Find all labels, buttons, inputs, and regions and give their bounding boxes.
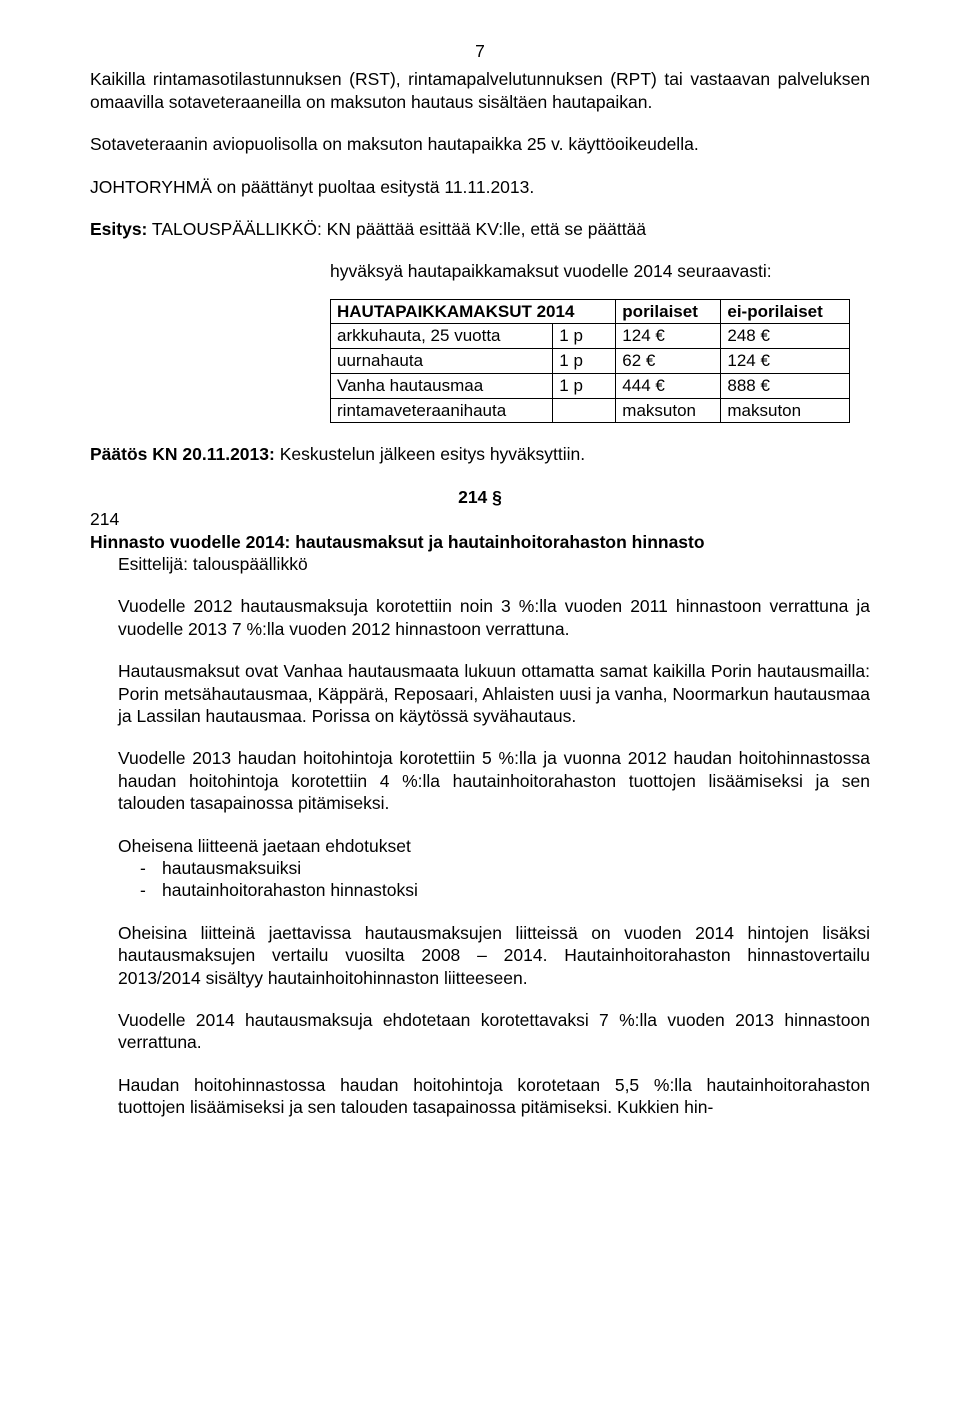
paragraph-3: JOHTORYHMÄ on päättänyt puoltaa esitystä…: [90, 176, 870, 198]
table-row: Vanha hautausmaa 1 p 444 € 888 €: [331, 373, 850, 398]
body-paragraph-1: Vuodelle 2012 hautausmaksuja korotettiin…: [118, 595, 870, 640]
body-paragraph-5: Oheisina liitteinä jaettavissa hautausma…: [118, 922, 870, 989]
document-page: 7 Kaikilla rintamasotilastunnuksen (RST)…: [0, 0, 960, 1409]
list-item: hautausmaksuiksi: [162, 857, 870, 879]
paragraph-1: Kaikilla rintamasotilastunnuksen (RST), …: [90, 68, 870, 113]
cell-unit: 1 p: [553, 349, 616, 374]
attachment-list: hautausmaksuiksi hautainhoitorahaston hi…: [118, 857, 870, 902]
cell-ei-porilaiset: maksuton: [721, 398, 850, 423]
list-item: hautainhoitorahaston hinnastoksi: [162, 879, 870, 901]
body-paragraph-6: Vuodelle 2014 hautausmaksuja ehdotetaan …: [118, 1009, 870, 1054]
cell-name: rintamaveteraanihauta: [331, 398, 553, 423]
cell-unit: 1 p: [553, 324, 616, 349]
esitys-text: TALOUSPÄÄLLIKKÖ: KN päättää esittää KV:l…: [147, 219, 646, 239]
table-row: rintamaveteraanihauta maksuton maksuton: [331, 398, 850, 423]
esitys-line: Esitys: TALOUSPÄÄLLIKKÖ: KN päättää esit…: [90, 218, 870, 240]
cell-ei-porilaiset: 124 €: [721, 349, 850, 374]
header-porilaiset: porilaiset: [616, 299, 721, 324]
table-header-row: HAUTAPAIKKAMAKSUT 2014 porilaiset ei-por…: [331, 299, 850, 324]
paatos-line: Päätös KN 20.11.2013: Keskustelun jälkee…: [90, 443, 870, 465]
table-intro: hyväksyä hautapaikkamaksut vuodelle 2014…: [330, 260, 870, 282]
price-table: HAUTAPAIKKAMAKSUT 2014 porilaiset ei-por…: [330, 299, 850, 424]
cell-name: arkkuhauta, 25 vuotta: [331, 324, 553, 349]
cell-porilaiset: maksuton: [616, 398, 721, 423]
esittelija-line: Esittelijä: talouspäällikkö: [118, 553, 870, 575]
header-ei-porilaiset: ei-porilaiset: [721, 299, 850, 324]
paatos-label: Päätös KN 20.11.2013:: [90, 444, 275, 464]
cell-ei-porilaiset: 248 €: [721, 324, 850, 349]
left-214: 214: [90, 508, 870, 530]
cell-name: uurnahauta: [331, 349, 553, 374]
cell-porilaiset: 62 €: [616, 349, 721, 374]
header-name: HAUTAPAIKKAMAKSUT 2014: [331, 299, 616, 324]
cell-name: Vanha hautausmaa: [331, 373, 553, 398]
cell-porilaiset: 124 €: [616, 324, 721, 349]
esitys-label: Esitys:: [90, 219, 147, 239]
table-row: uurnahauta 1 p 62 € 124 €: [331, 349, 850, 374]
section-number: 214 §: [90, 486, 870, 508]
cell-unit: [553, 398, 616, 423]
heading-214: Hinnasto vuodelle 2014: hautausmaksut ja…: [90, 531, 870, 553]
paatos-text: Keskustelun jälkeen esitys hyväksyttiin.: [275, 444, 585, 464]
body-paragraph-7: Haudan hoitohinnastossa haudan hoitohint…: [118, 1074, 870, 1119]
paragraph-2: Sotaveteraanin aviopuolisolla on maksuto…: [90, 133, 870, 155]
cell-unit: 1 p: [553, 373, 616, 398]
cell-ei-porilaiset: 888 €: [721, 373, 850, 398]
table-row: arkkuhauta, 25 vuotta 1 p 124 € 248 €: [331, 324, 850, 349]
body-paragraph-2: Hautausmaksut ovat Vanhaa hautausmaata l…: [118, 660, 870, 727]
body-paragraph-4: Oheisena liitteenä jaetaan ehdotukset: [118, 835, 870, 857]
cell-porilaiset: 444 €: [616, 373, 721, 398]
page-number: 7: [90, 40, 870, 62]
body-paragraph-3: Vuodelle 2013 haudan hoitohintoja korote…: [118, 747, 870, 814]
price-table-wrap: HAUTAPAIKKAMAKSUT 2014 porilaiset ei-por…: [330, 299, 870, 424]
